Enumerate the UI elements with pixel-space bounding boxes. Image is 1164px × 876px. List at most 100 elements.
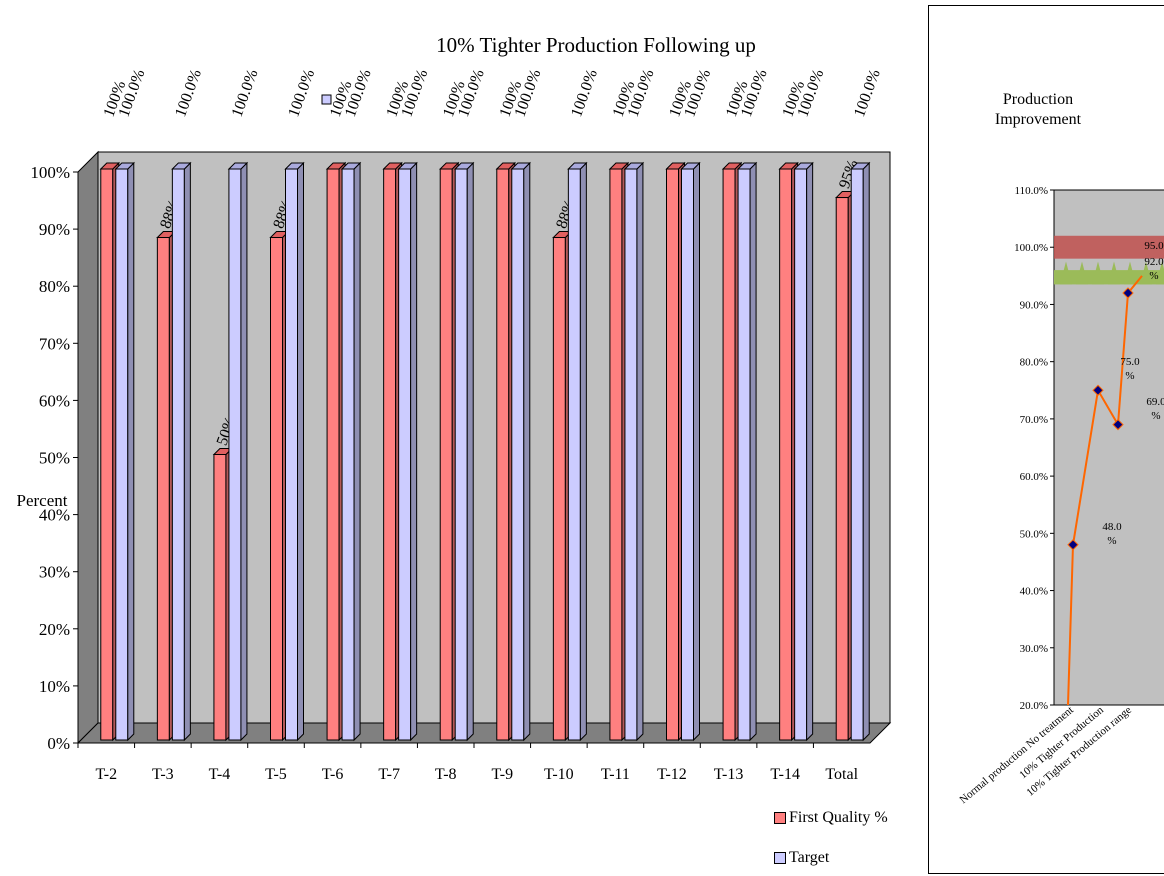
bar-target	[794, 168, 808, 741]
data-label: 100.0%	[851, 67, 884, 119]
y-tick-label: 60%	[39, 391, 70, 410]
legend-label-first-quality: First Quality %	[789, 809, 888, 826]
bar-target	[454, 168, 468, 741]
bar-side-target	[410, 161, 418, 742]
bar-side-target	[523, 161, 531, 742]
x-tick-label: T-8	[435, 766, 457, 783]
side-y-tick-label: 30.0%	[1020, 643, 1048, 655]
y-tick-label: 40%	[39, 506, 70, 525]
bar-first-quality	[609, 168, 623, 741]
plot-floor	[76, 722, 892, 744]
chart-title: 10% Tighter Production Following up	[436, 33, 756, 57]
bar-first-quality	[156, 237, 170, 741]
series-point	[1122, 287, 1134, 299]
bar-side-target	[806, 161, 814, 742]
x-tick-label: T-14	[770, 766, 800, 783]
bar-top-first-quality	[382, 162, 403, 170]
first-quality-bar-chart: 0% 10% 20% 30% 40% 50% 60% 70% 80% 90% 100% Percent…	[17, 33, 892, 783]
bar-target	[850, 168, 864, 741]
legend-label-target: Target	[789, 849, 830, 866]
side-y-tick-label: 80.0%	[1020, 357, 1048, 369]
y-axis-label: Percent	[17, 491, 68, 510]
x-tick-label: T-11	[601, 766, 630, 783]
data-label: 100.0%	[172, 67, 205, 119]
series-data-label: 92.0%	[1144, 256, 1164, 282]
legend-marker-artifact	[321, 94, 332, 105]
bar-top-first-quality	[721, 162, 743, 170]
bar-first-quality	[439, 168, 453, 741]
band-triangle	[1060, 261, 1072, 285]
series-data-label-value: 69.0	[1146, 396, 1164, 408]
bar-first-quality	[835, 197, 849, 741]
series-point	[1092, 384, 1104, 396]
bar-first-quality	[496, 168, 510, 741]
x-tick-label: T-9	[491, 766, 513, 783]
side-y-tick-label: 20.0%	[1020, 700, 1048, 712]
bar-top-first-quality	[439, 162, 460, 170]
bar-top-target	[850, 162, 871, 170]
x-tick-label: T-3	[152, 766, 174, 783]
legend: First Quality % Target	[766, 789, 926, 871]
bar-target	[567, 168, 581, 741]
side-chart-title: Production Improvement	[995, 91, 1082, 128]
side-y-tick-label: 70.0%	[1020, 414, 1048, 426]
bar-first-quality	[270, 237, 283, 741]
bar-top-target	[340, 162, 362, 170]
bar-top-target	[510, 162, 531, 170]
legend-item-first-quality: First Quality %	[774, 809, 888, 827]
bar-first-quality	[552, 237, 566, 741]
bar-first-quality	[100, 168, 114, 741]
bar-side-target	[127, 161, 135, 742]
series-data-label-unit: %	[1107, 535, 1116, 547]
bar-top-first-quality	[325, 162, 347, 170]
x-tick-label: T-10	[544, 766, 574, 783]
side-chart-title-line-2: Improvement	[995, 111, 1082, 128]
band-triangle	[1156, 261, 1164, 285]
y-tick-label: 20%	[39, 620, 70, 639]
bar-side-target	[636, 161, 644, 742]
data-label: 100.0%	[568, 67, 601, 119]
bar-top-target	[397, 162, 418, 170]
series-point	[1067, 539, 1079, 551]
side-y-tick-label: 40.0%	[1020, 586, 1048, 598]
bar-top-target	[114, 162, 135, 170]
bar-target	[398, 168, 412, 741]
series-data-label: 75.0%	[1120, 356, 1140, 382]
side-y-tick-label: 110.0%	[1014, 185, 1048, 197]
bar-side-target	[862, 161, 870, 742]
series-data-label: 95.0	[1144, 240, 1164, 252]
band-triangle	[1092, 261, 1104, 285]
y-tick-label: 10%	[39, 677, 70, 696]
x-tick-label: T-2	[95, 766, 117, 783]
side-y-tick-label: 50.0%	[1020, 528, 1048, 540]
production-improvement-line-chart: Production Improvement 20.0% 30.0% 40.0% 50.0…	[958, 91, 1164, 806]
y-tick-label: 100%	[30, 163, 70, 182]
legend-item-target: Target	[774, 849, 829, 867]
series-data-label-unit: %	[1125, 370, 1134, 382]
bar-top-target	[623, 162, 645, 170]
series-data-label-value: 92.0	[1144, 256, 1164, 268]
data-label: 100.0%	[285, 67, 318, 119]
bar-side-target	[353, 161, 361, 742]
x-tick-label: Total	[825, 766, 858, 783]
bar-target	[228, 168, 242, 741]
y-tick-label: 90%	[39, 220, 70, 239]
x-tick-label: T-12	[657, 766, 687, 783]
x-tick-label: T-13	[714, 766, 744, 783]
bar-first-quality	[213, 454, 227, 741]
bar-top-first-quality	[665, 162, 686, 170]
side-y-tick-label: 90.0%	[1020, 299, 1048, 311]
series-data-label-unit: %	[1151, 410, 1160, 422]
bar-top-target	[680, 162, 701, 170]
x-tick-label: T-6	[322, 766, 344, 783]
legend-swatch-first-quality	[774, 812, 786, 824]
series-data-label-value: 48.0	[1102, 521, 1122, 533]
bar-target	[624, 168, 638, 741]
y-tick-label: 0%	[47, 734, 70, 753]
plot-side-wall	[77, 150, 99, 745]
side-x-tick-label: Normal production No treatment	[958, 704, 1076, 806]
bar-first-quality	[722, 168, 736, 741]
band-target-100	[1054, 235, 1164, 259]
bar-top-target	[567, 162, 588, 170]
series-data-label-unit: %	[1149, 270, 1158, 282]
